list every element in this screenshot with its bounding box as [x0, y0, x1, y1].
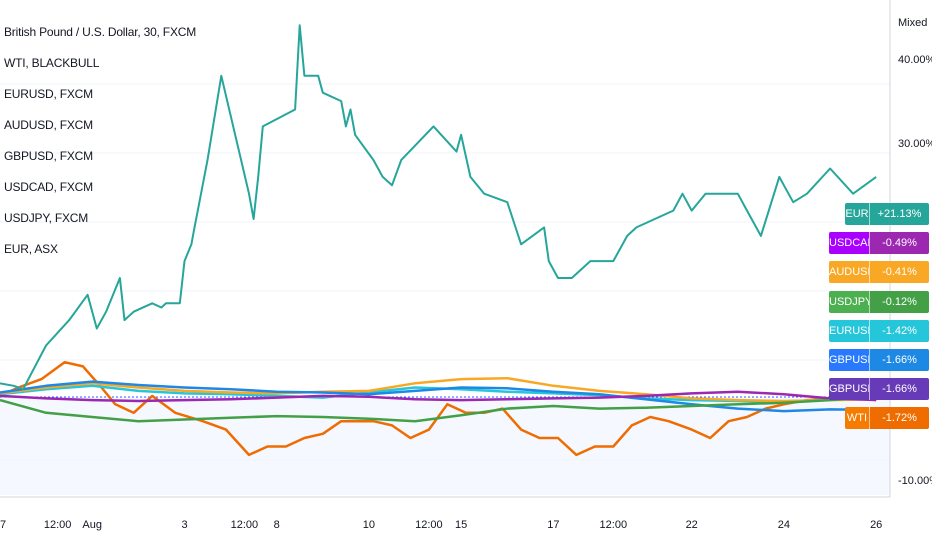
y-tick-label: -10.00% — [898, 475, 932, 487]
price-badge-symbol: WTI — [845, 407, 869, 429]
series-line-usdjpy[interactable] — [0, 395, 877, 423]
price-badge-symbol: GBPUSD — [829, 378, 875, 400]
x-axis-ticks: 27 12:00 Aug 3 12:00 8 10 12:00 15 17 12:00 22 24 26 — [0, 519, 882, 531]
price-badge-value: -0.41% — [869, 261, 929, 283]
legend-item-audusd[interactable]: AUDUSD, FXCM — [4, 118, 93, 132]
x-tick-label: 12:00 — [231, 519, 259, 531]
y-tick-label: 30.00% — [898, 138, 932, 150]
price-badge-symbol: EUR — [845, 203, 869, 225]
price-badge-symbol: USDCAD — [829, 232, 875, 254]
legend-item-main[interactable]: British Pound / U.S. Dollar, 30, FXCM — [4, 25, 197, 39]
price-badge-value: -1.72% — [869, 407, 929, 429]
series-line-audusd[interactable] — [0, 376, 877, 403]
x-tick-label: 12:00 — [600, 519, 628, 531]
x-tick-label: 12:00 — [44, 519, 72, 531]
price-badge-symbol: USDJPY — [829, 291, 872, 313]
price-badge-symbol: GBPUSD — [829, 349, 875, 371]
price-badge-value: -0.49% — [869, 232, 929, 254]
price-badge-value: -1.66% — [869, 349, 929, 371]
price-badge-value: -1.66% — [869, 378, 929, 400]
series-lines — [0, 24, 877, 457]
x-tick-label: 26 — [870, 519, 882, 531]
x-tick-label: 12:00 — [415, 519, 443, 531]
x-tick-label: 27 — [0, 519, 6, 531]
price-badge-symbol: EURUSD — [829, 320, 875, 342]
series-line-usdcad[interactable] — [0, 390, 877, 403]
series-line-wti[interactable] — [0, 360, 877, 457]
x-tick-label: 15 — [455, 519, 467, 531]
price-badge-usdcad[interactable]: USDCAD -0.49% — [829, 232, 929, 254]
price-badge-value: +21.13% — [869, 203, 929, 225]
legend: British Pound / U.S. Dollar, 30, FXCM WT… — [4, 22, 196, 270]
price-badge-audusd[interactable]: AUDUSD -0.41% — [829, 261, 929, 283]
price-badge-eur[interactable]: EUR +21.13% — [845, 203, 929, 225]
legend-item-gbpusd[interactable]: GBPUSD, FXCM — [4, 149, 93, 163]
legend-item-eur[interactable]: EUR, ASX — [4, 242, 58, 256]
price-badge-value: -1.42% — [869, 320, 929, 342]
x-tick-label: 10 — [363, 519, 375, 531]
x-tick-label: 24 — [778, 519, 790, 531]
x-tick-label: 17 — [547, 519, 559, 531]
price-badge-gbpusd[interactable]: GBPUSD -1.66% — [829, 349, 929, 371]
x-tick-label: Aug — [82, 519, 102, 531]
price-scale-mode[interactable]: Mixed — [898, 17, 928, 29]
legend-item-wti[interactable]: WTI, BLACKBULL — [4, 56, 100, 70]
price-badge-symbol: AUDUSD — [829, 261, 875, 283]
price-badge-value: -0.12% — [869, 291, 929, 313]
price-badge-gbpusd[interactable]: GBPUSD -1.66% — [829, 378, 929, 400]
x-tick-label: 3 — [181, 519, 187, 531]
x-tick-label: 22 — [686, 519, 698, 531]
legend-item-usdcad[interactable]: USDCAD, FXCM — [4, 180, 93, 194]
y-tick-label: 40.00% — [898, 54, 932, 66]
price-badge-usdjpy[interactable]: USDJPY -0.12% — [829, 291, 929, 313]
price-badge-wti[interactable]: WTI -1.72% — [845, 407, 929, 429]
series-line-eur[interactable] — [0, 24, 877, 391]
legend-item-usdjpy[interactable]: USDJPY, FXCM — [4, 211, 89, 225]
series-line-gbpusd[interactable] — [0, 380, 877, 413]
legend-item-eurusd[interactable]: EURUSD, FXCM — [4, 87, 93, 101]
y-axis-ticks: 40.00% 30.00% -10.00% — [898, 54, 932, 487]
baseline-fill — [0, 397, 890, 495]
price-badge-eurusd[interactable]: EURUSD -1.42% — [829, 320, 929, 342]
x-tick-label: 8 — [274, 519, 280, 531]
